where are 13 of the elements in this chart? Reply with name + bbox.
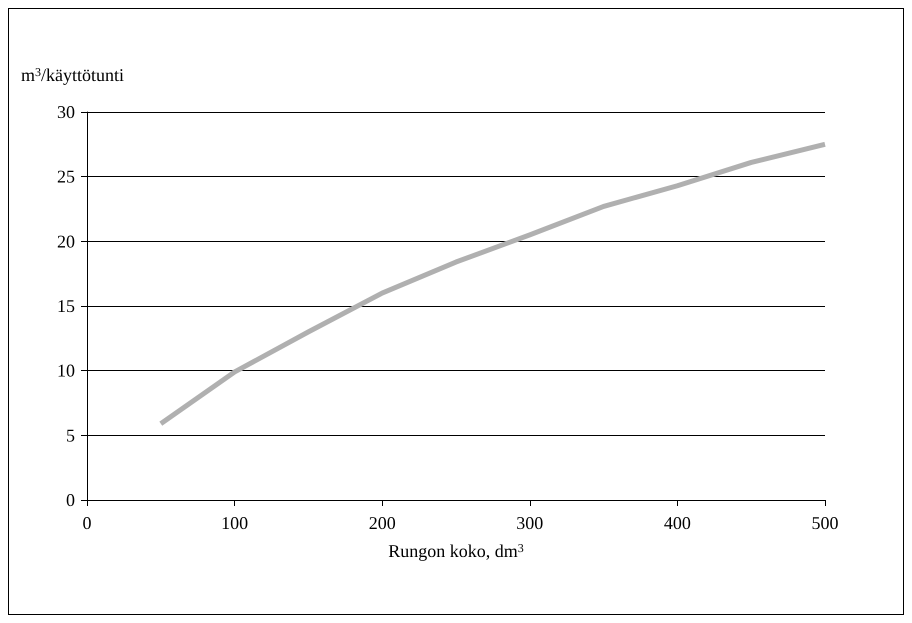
y-tick-label: 0: [66, 490, 75, 510]
y-tick-label: 20: [57, 231, 75, 252]
y-tick-label: 10: [57, 360, 75, 381]
y-tick-label: 30: [57, 102, 75, 122]
y-tick-label: 5: [66, 425, 75, 446]
x-tick-label: 100: [221, 513, 248, 533]
x-tick-label: 500: [812, 513, 838, 533]
x-tick-label: 400: [664, 513, 691, 533]
y-tick-label: 15: [57, 296, 75, 316]
y-tick-label: 25: [57, 166, 75, 187]
x-tick-label: 300: [516, 513, 544, 533]
x-tick-label: 200: [368, 513, 396, 533]
x-tick-label: 0: [82, 513, 92, 533]
